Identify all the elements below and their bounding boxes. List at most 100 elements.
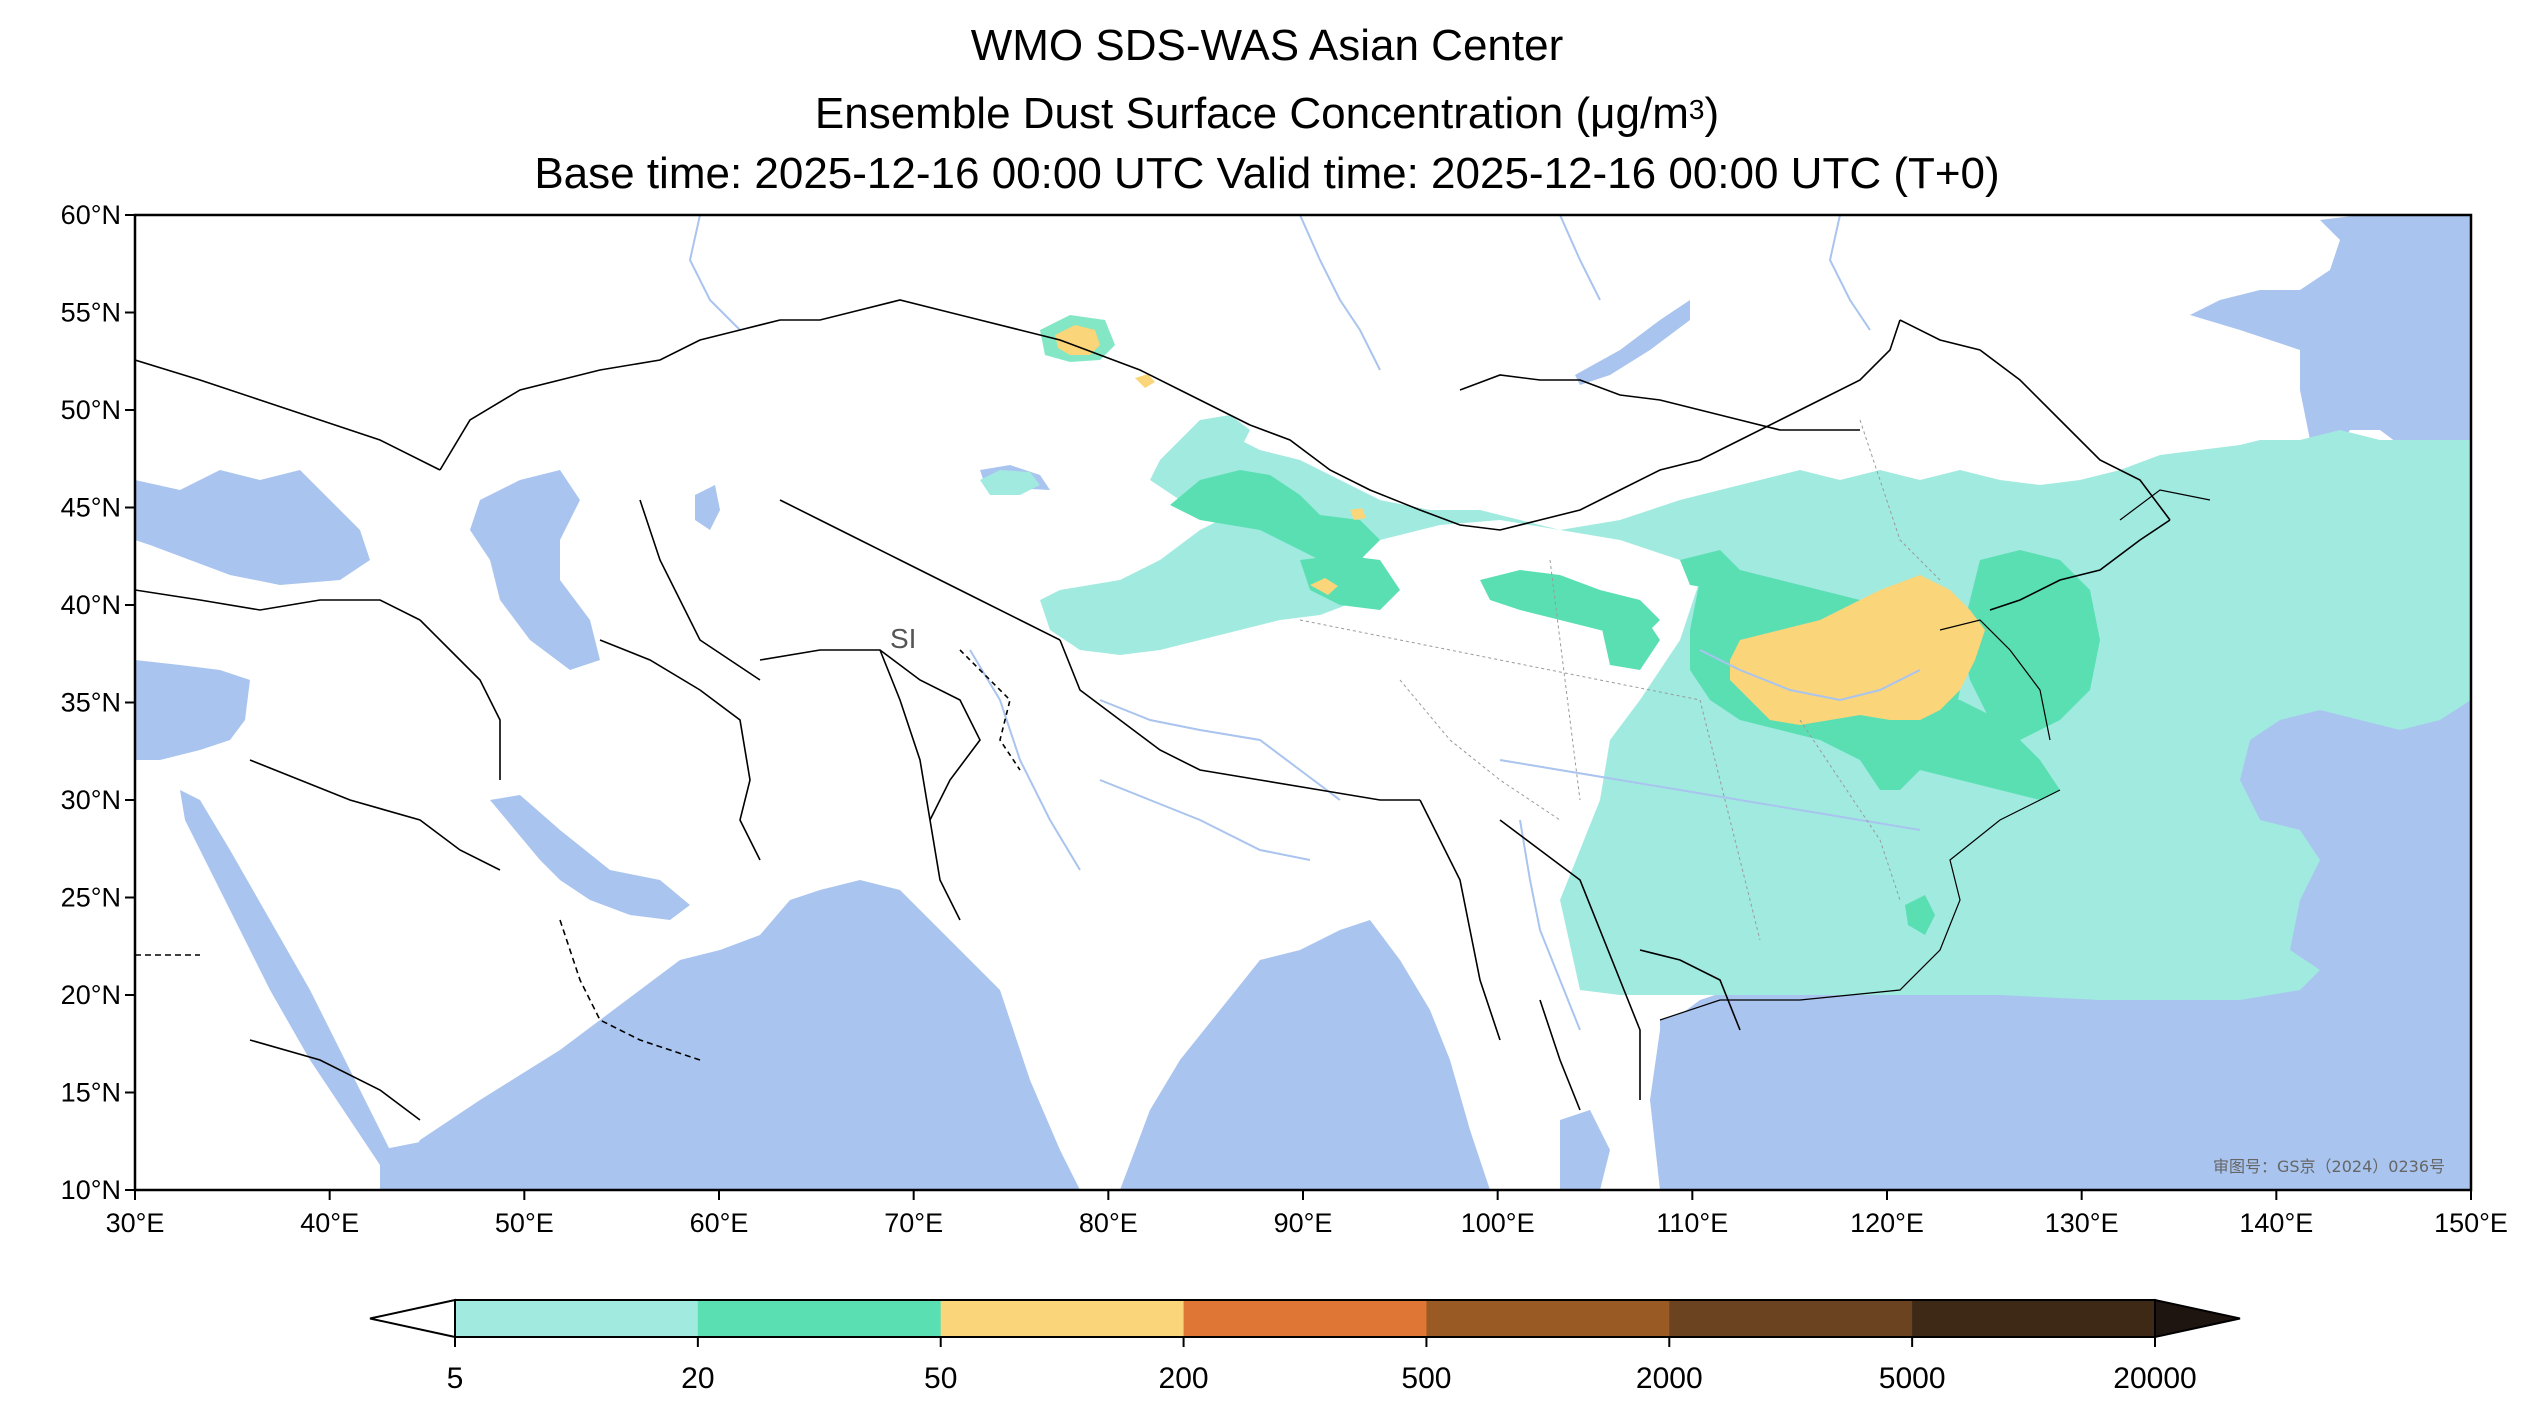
colorbar-under-arrow <box>369 1298 456 1339</box>
indus-river <box>969 649 1081 871</box>
colorbar-segment <box>940 1300 1185 1337</box>
china-russia-border <box>1899 319 2171 521</box>
lat-tick-label: 50°N <box>61 395 121 425</box>
colorbar-segment <box>1912 1300 2156 1337</box>
country-border <box>439 299 1251 471</box>
lon-tick-label: 30°E <box>106 1208 165 1238</box>
sea-of-okhotsk <box>2190 215 2471 470</box>
colorbar-segment <box>1183 1300 1427 1337</box>
country-border <box>1499 819 1641 1100</box>
disputed-border <box>959 649 1021 771</box>
lat-tick-label: 55°N <box>61 298 121 328</box>
lon-tick-label: 40°E <box>300 1208 359 1238</box>
colorbar-segment <box>1669 1300 1913 1337</box>
map-time-info: Base time: 2025-12-16 00:00 UTC Valid ti… <box>534 149 2000 198</box>
colorbar <box>369 1298 2241 1347</box>
china-korea-border <box>1989 519 2171 611</box>
dust-core-siberia-small <box>1135 374 1155 388</box>
lat-tick-label: 30°N <box>61 785 121 815</box>
colorbar-over-arrow <box>2154 1298 2241 1339</box>
lake-baikal <box>1575 300 1690 385</box>
country-border <box>1419 799 1501 1041</box>
country-border <box>879 649 961 921</box>
lon-tick-label: 130°E <box>2045 1208 2119 1238</box>
country-border <box>135 359 441 471</box>
country-border <box>135 589 421 621</box>
yangtze-river <box>1499 759 1921 831</box>
lon-tick-label: 150°E <box>2434 1208 2508 1238</box>
colorbar-level-label: 5 <box>446 1362 464 1395</box>
mongolia-russia-border <box>1459 374 1860 431</box>
map-subtitle: Ensemble Dust Surface Concentration (μg/… <box>814 89 1720 138</box>
lon-tick-label: 110°E <box>1656 1208 1728 1238</box>
country-border <box>419 619 501 780</box>
country-border <box>759 649 981 821</box>
region-label: SI <box>890 623 916 654</box>
lat-tick-label: 20°N <box>61 980 121 1010</box>
aral-sea <box>695 485 720 530</box>
country-border <box>639 499 761 681</box>
red-sea <box>180 790 390 1165</box>
colorbar-level-label: 2000 <box>1635 1362 1703 1395</box>
mekong-river <box>1519 819 1581 1031</box>
map-title: WMO SDS-WAS Asian Center <box>970 21 1564 70</box>
colorbar-level-label: 20 <box>681 1362 715 1395</box>
lat-tick-label: 40°N <box>61 590 121 620</box>
colorbar-segment <box>697 1300 942 1337</box>
lon-tick-label: 50°E <box>495 1208 554 1238</box>
country-border <box>249 759 501 871</box>
river <box>688 215 741 331</box>
dust-core-tarim <box>1310 578 1338 595</box>
dust-concentration-layer <box>980 315 2471 1000</box>
black-sea <box>135 470 370 585</box>
dust-core-north-china <box>1730 575 1985 725</box>
map-area: SI 审图号：GS京（2024）0236号 <box>135 215 2471 1190</box>
longitude-ticks: 30°E 40°E 50°E 60°E 70°E 80°E 90°E 100°E 110°E 12… <box>106 1190 2508 1238</box>
dust-siberia-core <box>1055 325 1100 355</box>
lon-tick-label: 70°E <box>884 1208 943 1238</box>
china-india-border <box>1059 639 1420 801</box>
colorbar-level-label: 50 <box>924 1362 958 1395</box>
lon-tick-label: 80°E <box>1079 1208 1138 1238</box>
lon-tick-label: 90°E <box>1274 1208 1333 1238</box>
colorbar-level-label: 500 <box>1401 1362 1452 1395</box>
bay-of-bengal <box>1120 920 1490 1190</box>
lat-tick-label: 15°N <box>61 1078 121 1108</box>
gulf-of-aden <box>380 1080 600 1190</box>
lon-tick-label: 140°E <box>2239 1208 2313 1238</box>
country-border <box>1639 949 1741 1031</box>
colorbar-segment <box>455 1300 699 1337</box>
country-border <box>249 1039 421 1121</box>
province-border-layer <box>1299 419 1941 941</box>
country-border <box>1539 999 1581 1111</box>
yellow-river <box>1699 649 1921 702</box>
colorbar-level-label: 5000 <box>1878 1362 1946 1395</box>
caspian-sea <box>470 470 600 670</box>
colorbar-frame <box>454 1299 2156 1338</box>
gulf-of-thailand <box>1560 1110 1610 1190</box>
lat-tick-label: 45°N <box>61 493 121 523</box>
ganges-river <box>1099 779 1311 861</box>
lat-tick-label: 35°N <box>61 688 121 718</box>
colorbar-level-label: 200 <box>1158 1362 1209 1395</box>
lat-tick-label: 25°N <box>61 883 121 913</box>
dust-core-altai <box>1350 508 1366 520</box>
latitude-ticks: 60°N 55°N 50°N 45°N 40°N 35°N 30°N 25°N 20°N 15°N… <box>61 200 135 1205</box>
lat-tick-label: 10°N <box>61 1175 121 1205</box>
china-mongolia-border <box>1249 319 1901 531</box>
lon-tick-label: 120°E <box>1850 1208 1924 1238</box>
persian-gulf <box>490 795 690 920</box>
lon-tick-label: 60°E <box>690 1208 749 1238</box>
mediterranean-sea <box>135 660 250 760</box>
river <box>1828 215 1871 331</box>
border-layer <box>135 299 2171 1121</box>
river <box>1559 215 1601 301</box>
river <box>1299 215 1381 371</box>
map-approval-stamp: 审图号：GS京（2024）0236号 <box>2213 1157 2445 1176</box>
colorbar-segment <box>1426 1300 1670 1337</box>
south-china-sea <box>1650 950 1900 1190</box>
colorbar-level-label: 20000 <box>2113 1362 2197 1395</box>
river-layer <box>688 215 1921 1031</box>
lat-tick-label: 60°N <box>61 200 121 230</box>
